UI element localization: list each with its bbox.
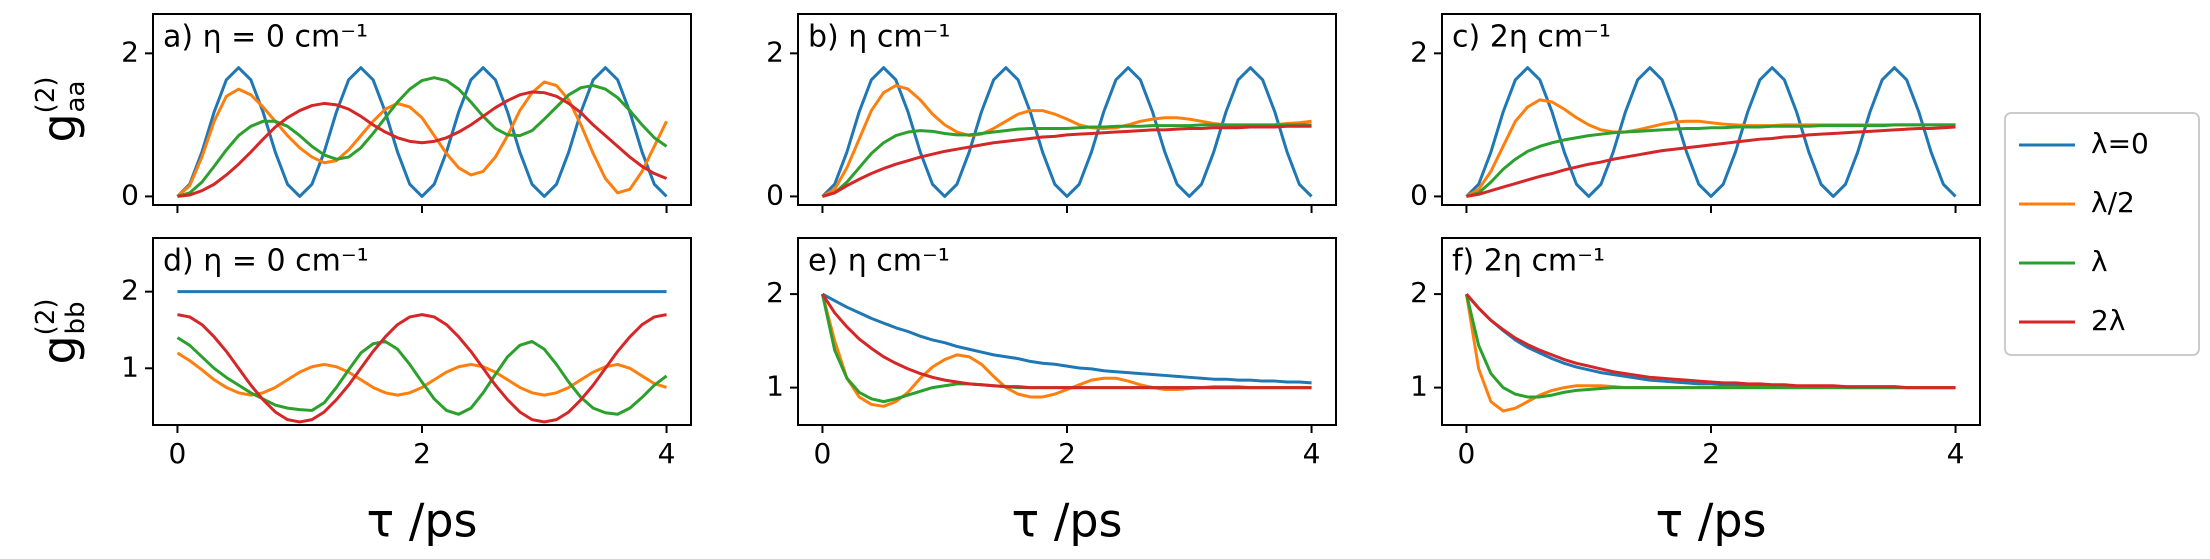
series-line — [176, 336, 668, 416]
panel-title: b) η cm⁻¹ — [808, 20, 950, 55]
series-line — [821, 293, 1312, 390]
x-axis-label: τ /ps — [1012, 494, 1123, 548]
y-tick-label: 2 — [1410, 276, 1428, 309]
y-tick-label: 2 — [121, 274, 139, 307]
y-label-sup: (2) — [31, 76, 61, 113]
series-line — [821, 292, 1312, 385]
y-label-base: g — [32, 113, 86, 142]
x-tick-label: 2 — [1058, 437, 1076, 470]
y-tick-label: 0 — [1410, 178, 1428, 211]
panel-title: f) 2η cm⁻¹ — [1452, 244, 1605, 279]
y-axis-label: g(2)aa — [31, 76, 91, 142]
y-tick-label: 1 — [1410, 370, 1428, 403]
series-line — [821, 84, 1312, 198]
x-tick-label: 2 — [413, 437, 431, 470]
y-tick-label: 2 — [766, 35, 784, 68]
y-tick-label: 2 — [121, 35, 139, 68]
series-line — [1465, 98, 1956, 198]
y-label-sub: bb — [61, 301, 91, 334]
legend-box — [2004, 112, 2200, 356]
y-label-base: g — [32, 335, 86, 364]
y-tick-label: 0 — [766, 178, 784, 211]
series-line — [1465, 293, 1956, 390]
series-line — [176, 351, 667, 397]
x-axis-label: τ /ps — [367, 494, 478, 548]
x-tick-label: 4 — [1303, 437, 1321, 470]
series-line — [1466, 123, 1956, 198]
y-tick-label: 0 — [121, 178, 139, 211]
series-line — [821, 66, 1313, 198]
x-tick-label: 4 — [658, 437, 676, 470]
x-tick-label: 0 — [814, 437, 832, 470]
series-line — [177, 76, 668, 198]
panel-title: c) 2η cm⁻¹ — [1452, 20, 1611, 55]
series-line — [177, 313, 667, 424]
series-line — [1465, 293, 1956, 390]
x-tick-label: 0 — [169, 437, 187, 470]
x-tick-label: 4 — [1947, 437, 1965, 470]
legend-label: λ=0 — [2091, 127, 2149, 160]
y-label-sup: (2) — [31, 298, 61, 335]
series-line — [177, 90, 668, 198]
y-tick-label: 1 — [766, 370, 784, 403]
legend-label: λ/2 — [2091, 186, 2135, 219]
series-line — [822, 124, 1312, 198]
panel-title: d) η = 0 cm⁻¹ — [163, 244, 369, 279]
series-line — [822, 123, 1312, 198]
series-line — [820, 293, 1312, 408]
y-label-sub: aa — [61, 81, 91, 113]
y-axis-label: g(2)bb — [31, 298, 91, 364]
legend-label: λ — [2091, 245, 2108, 278]
legend-label: 2λ — [2091, 304, 2125, 337]
y-tick-label: 2 — [766, 276, 784, 309]
series-line — [1466, 125, 1956, 198]
panel-title: a) η = 0 cm⁻¹ — [163, 20, 368, 55]
series-line — [176, 80, 668, 198]
x-tick-label: 0 — [1458, 437, 1476, 470]
x-tick-label: 2 — [1702, 437, 1720, 470]
y-tick-label: 2 — [1410, 35, 1428, 68]
y-tick-label: 1 — [121, 350, 139, 383]
panel-title: e) η cm⁻¹ — [808, 244, 950, 279]
x-axis-label: τ /ps — [1656, 494, 1767, 548]
